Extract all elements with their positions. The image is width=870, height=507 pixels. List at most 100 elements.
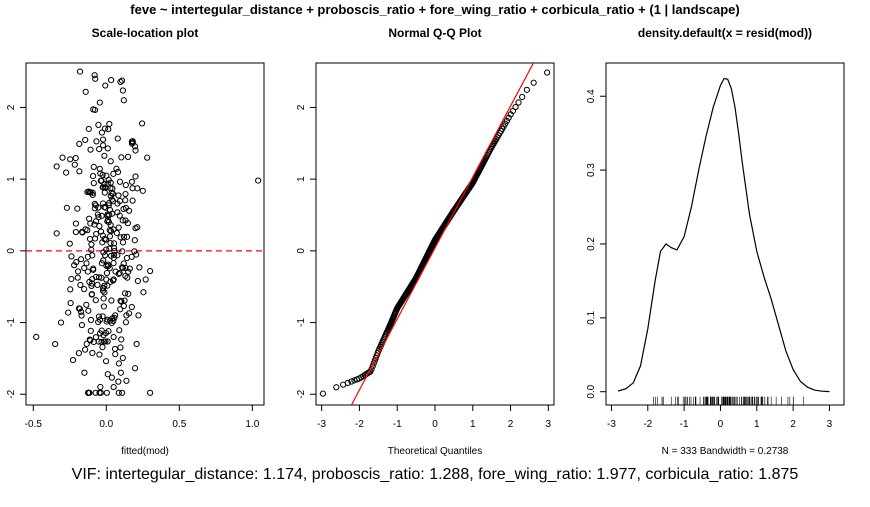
scatter-point [99, 184, 106, 191]
scatter-point [123, 233, 131, 240]
density-curve [617, 77, 830, 393]
scatter-point [91, 235, 99, 242]
scatter-point [89, 172, 97, 180]
scatter-point [115, 270, 122, 278]
scatter-point [94, 211, 101, 218]
p2-ytick-label: 2 [296, 104, 307, 110]
p2-xtick-label: 0 [432, 419, 438, 430]
scatter-point [106, 245, 113, 252]
scatter-point [119, 87, 127, 94]
scatter-point [106, 120, 113, 128]
scatter-point [111, 251, 118, 258]
scatter-point [111, 247, 118, 255]
qq-point [319, 390, 326, 397]
scatter-point [133, 251, 140, 258]
scatter-point [126, 265, 133, 272]
scatter-point [117, 306, 124, 313]
scatter-point [129, 139, 136, 146]
qq-point [512, 103, 519, 111]
scatter-point [106, 233, 114, 240]
scatter-point [122, 319, 130, 326]
scatter-point [96, 99, 103, 106]
scatter-point [88, 241, 95, 248]
scatter-point [75, 350, 82, 357]
scatter-point [115, 389, 122, 396]
scatter-point [119, 389, 126, 396]
scatter-point [88, 290, 95, 298]
qq-point [344, 379, 351, 386]
scatter-point [147, 267, 154, 275]
scatter-point [122, 197, 129, 204]
scatter-point [98, 177, 105, 184]
scatter-point [101, 252, 109, 259]
scatter-point [73, 258, 80, 266]
scatter-point [118, 154, 125, 161]
scatter-point [76, 68, 84, 75]
scatter-point [78, 321, 86, 329]
scatter-point [115, 224, 122, 231]
p1-xtick-label: 1.0 [245, 419, 259, 430]
scatter-point [94, 281, 101, 289]
scatter-point [104, 145, 111, 152]
scatter-point [105, 202, 112, 209]
scatter-point [92, 297, 99, 304]
scatter-point [95, 274, 103, 281]
scatter-point [72, 228, 79, 236]
p2-ytick-label: -2 [296, 389, 307, 398]
scatter-point [76, 168, 83, 175]
panel-qq: Normal Q-Q Plot -3 -2 -1 0 1 2 3 -2 -1 0 1 2 Theore… [296, 26, 555, 457]
p3-xtick-label: 3 [827, 419, 833, 430]
scatter-point [110, 170, 117, 177]
p2-xtick-label: -2 [355, 419, 364, 430]
qq-point [523, 86, 530, 93]
scatter-point [101, 235, 108, 243]
scatter-point [84, 268, 91, 275]
scatter-point [122, 272, 129, 280]
scatter-point [85, 307, 92, 314]
scatter-point [89, 191, 96, 199]
scatter-point [103, 262, 110, 269]
scatter-point [98, 212, 105, 219]
scatter-point [67, 299, 74, 307]
scatter-point [96, 223, 103, 230]
scatter-point [105, 199, 113, 207]
p1-ytick-label: 2 [6, 104, 17, 110]
scatter-point [89, 349, 96, 357]
scatter-point [33, 333, 40, 340]
scatter-point [69, 356, 77, 364]
scatter-point [82, 88, 89, 95]
scatter-point [116, 178, 124, 185]
scatter-point [115, 360, 122, 367]
qq-point [369, 363, 376, 370]
scale-location-title: Scale-location plot [92, 26, 199, 40]
p3-ytick-label: 0.2 [586, 237, 597, 251]
density-frame [605, 62, 845, 406]
scatter-point [91, 72, 98, 79]
scatter-point [118, 77, 126, 84]
scatter-point [124, 153, 132, 160]
scatter-point [101, 289, 108, 296]
scatter-point [101, 189, 108, 196]
scatter-point [119, 217, 126, 224]
scatter-point [131, 365, 139, 372]
scatter-point [132, 225, 139, 232]
scatter-point [138, 120, 146, 127]
scatter-point [76, 305, 83, 312]
panel-scale-location: Scale-location plot -0.5 0.0 0.5 1.0 -2 -1 0 1 2… [6, 26, 265, 457]
scatter-point [74, 268, 82, 275]
p1-xtick-label: -0.5 [25, 419, 43, 430]
scatter-point [95, 121, 102, 129]
scatter-point [63, 204, 70, 211]
scatter-point [91, 106, 99, 114]
scatter-point [96, 145, 103, 153]
scatter-point [72, 154, 79, 162]
scatter-point [108, 297, 115, 304]
qq-point [370, 360, 377, 367]
scatter-point [88, 280, 96, 287]
scatter-point [100, 295, 107, 302]
scatter-point [117, 78, 124, 86]
p3-xtick-label: 2 [790, 419, 796, 430]
scatter-point [114, 252, 121, 259]
qq-title: Normal Q-Q Plot [388, 26, 481, 40]
scatter-point [99, 232, 106, 239]
